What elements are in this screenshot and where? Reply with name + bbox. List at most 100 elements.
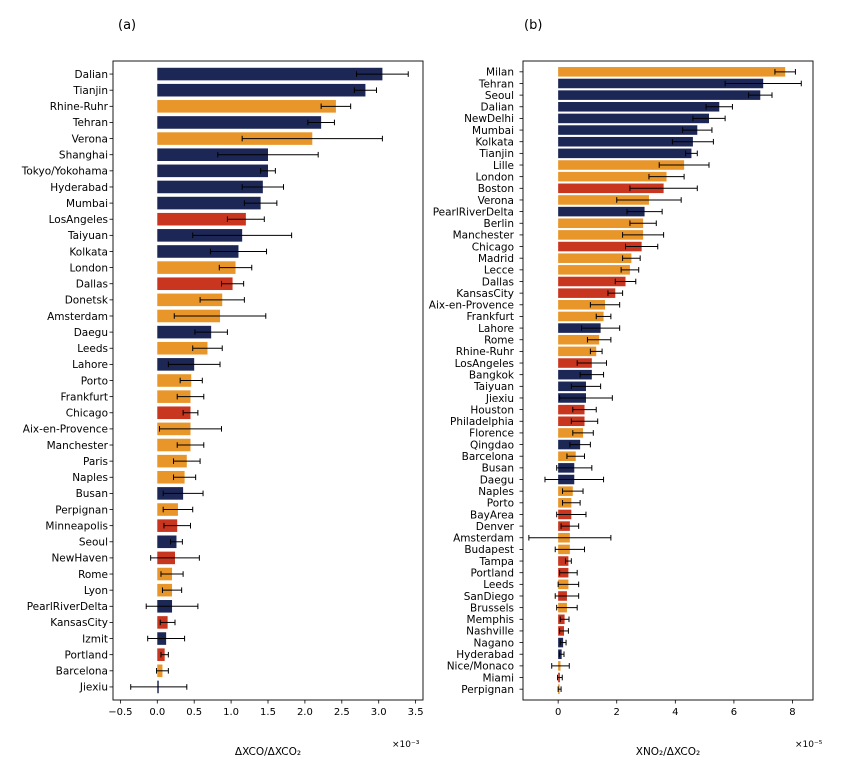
category-label: Budapest	[464, 544, 514, 556]
category-label: Kolkata	[475, 137, 514, 149]
bar-rome	[558, 334, 600, 345]
category-label: Manchester	[47, 440, 109, 452]
category-label: Donetsk	[65, 295, 109, 307]
category-label: Barcelona	[462, 451, 514, 463]
x-tick-label: 1.0	[223, 707, 239, 718]
category-label: Seoul	[485, 90, 514, 102]
category-label: Dalian	[481, 102, 514, 114]
bar-lecce	[558, 265, 630, 275]
category-label: NewHaven	[51, 553, 108, 565]
category-label: Lille	[493, 160, 514, 172]
category-label: KansasCity	[50, 617, 108, 629]
x-tick-label: 2.0	[297, 707, 313, 718]
x-axis-multiplier: ×10⁻³	[392, 740, 420, 750]
x-tick-label: 1.5	[260, 707, 276, 718]
bar-bangkok	[558, 369, 592, 380]
category-label: Seoul	[79, 537, 108, 549]
bar-frankfurt	[558, 311, 604, 322]
category-label: Taiyuan	[67, 230, 108, 242]
bar-shanghai	[157, 148, 268, 161]
category-label: Tampa	[479, 556, 514, 568]
bar-florence	[558, 428, 584, 438]
bar-mumbai	[558, 125, 698, 135]
category-label: Daegu	[480, 474, 514, 486]
category-label: Tianjin	[478, 148, 514, 160]
category-label: Chicago	[66, 408, 108, 420]
bar-london	[157, 261, 236, 274]
category-label: PearlRiverDelta	[27, 601, 108, 613]
x-tick-label: 0.0	[149, 707, 165, 718]
category-label: Tokyo/Yokohama	[21, 166, 108, 178]
category-label: Jiexiu	[79, 682, 108, 694]
bar-dalian	[558, 101, 720, 112]
category-label: Berlin	[484, 218, 514, 230]
category-label: Perpignan	[461, 684, 514, 696]
bar-milan	[558, 67, 786, 77]
category-label: Kolkata	[69, 246, 108, 258]
x-tick-label: 2	[614, 707, 620, 718]
category-label: Houston	[470, 404, 514, 416]
panel-label: (a)	[118, 18, 136, 33]
bar-daegu	[157, 325, 212, 339]
category-label: Shanghai	[59, 150, 108, 162]
bar-tampa	[558, 556, 569, 566]
bar-madrid	[558, 253, 632, 263]
bar-donetsk	[157, 293, 223, 307]
category-label: London	[476, 171, 515, 183]
bar-naples	[157, 470, 185, 484]
bar-dalian	[157, 67, 383, 81]
category-label: Miami	[482, 672, 514, 684]
category-label: Minneapolis	[45, 520, 108, 532]
x-tick-label: 2.5	[334, 707, 350, 718]
category-label: Qingdao	[470, 439, 514, 451]
bar-tehran	[157, 116, 322, 129]
category-label: Amsterdam	[453, 533, 514, 545]
category-label: Busan	[76, 488, 108, 500]
bar-kolkata	[558, 136, 693, 147]
bar-london	[558, 171, 667, 182]
x-tick-label: 0	[555, 707, 561, 718]
category-label: Lahore	[72, 359, 108, 371]
bar-dallas	[558, 276, 626, 287]
panel-b: (b)MilanTehranSeoulDalianNewDelhiMumbaiK…	[429, 18, 823, 758]
category-label: Leeds	[483, 579, 514, 591]
x-tick-label: 3.0	[371, 707, 387, 718]
category-label: Aix-en-Provence	[429, 300, 514, 312]
bar-leeds	[157, 341, 208, 355]
bar-chicago	[558, 241, 642, 252]
category-label: Amsterdam	[47, 311, 108, 323]
category-label: Denver	[476, 521, 515, 533]
category-label: Frankfurt	[60, 391, 108, 403]
category-label: Portland	[65, 649, 109, 661]
bar-seoul	[558, 90, 761, 100]
bar-newdelhi	[558, 113, 710, 124]
category-label: Madrid	[478, 253, 514, 265]
bar-frankfurt	[157, 390, 191, 403]
category-label: Jiexiu	[485, 393, 514, 405]
category-label: NewDelhi	[464, 113, 514, 125]
category-label: Aix-en-Provence	[23, 424, 108, 436]
category-label: Rhine-Ruhr	[50, 101, 109, 113]
category-label: Nashville	[466, 626, 514, 638]
bar-paris	[157, 454, 187, 468]
category-label: Nagano	[474, 637, 514, 649]
category-label: Brussels	[470, 602, 514, 614]
x-tick-label: 6	[731, 707, 737, 718]
category-label: Boston	[478, 183, 514, 195]
category-label: Perpignan	[55, 504, 108, 516]
bar-lille	[558, 160, 685, 170]
bar-kolkata	[157, 245, 239, 258]
bar-rhine-ruhr	[558, 346, 597, 357]
category-label: Lecce	[484, 265, 514, 277]
category-label: KansasCity	[456, 288, 514, 300]
category-label: London	[70, 262, 109, 274]
category-label: Porto	[487, 498, 514, 510]
category-label: Porto	[81, 375, 108, 387]
bar-tianjin	[157, 83, 366, 97]
panel-label: (b)	[524, 18, 542, 33]
bar-losangeles	[157, 212, 246, 226]
category-label: Rhine-Ruhr	[456, 346, 515, 358]
bar-tianjin	[558, 148, 692, 159]
axes-frame	[522, 60, 814, 701]
category-label: LosAngeles	[455, 358, 514, 370]
